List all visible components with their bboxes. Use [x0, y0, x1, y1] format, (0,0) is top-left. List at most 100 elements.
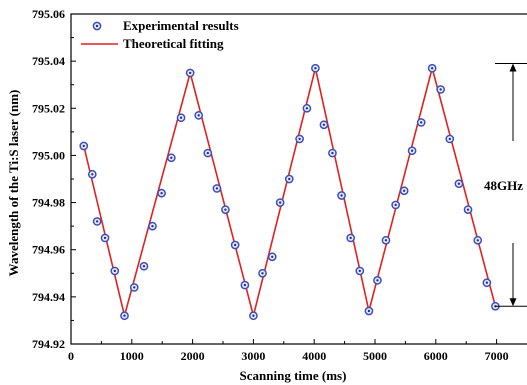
- data-point-center: [113, 269, 116, 273]
- y-tick-label: 794.98: [32, 196, 65, 210]
- data-point-center: [188, 71, 192, 75]
- annotation-arrow-up: [509, 63, 517, 72]
- data-point: [249, 311, 258, 321]
- data-point: [120, 311, 129, 321]
- data-point: [302, 103, 312, 113]
- x-tick-label: 3000: [241, 349, 265, 363]
- x-tick-label: 5000: [363, 349, 387, 363]
- data-point-center: [322, 123, 326, 126]
- data-point: [473, 235, 483, 245]
- x-tick-label: 0: [68, 349, 74, 363]
- data-point: [482, 278, 492, 288]
- data-point: [346, 233, 356, 243]
- y-tick-label: 795.06: [32, 7, 65, 21]
- data-point: [416, 118, 426, 127]
- data-point-center: [160, 191, 163, 195]
- data-point: [436, 85, 446, 94]
- data-point: [399, 186, 409, 196]
- data-point: [275, 198, 285, 207]
- data-point: [212, 184, 222, 193]
- data-point: [194, 111, 204, 120]
- legend: Experimental results Theoretical fitting: [81, 18, 239, 51]
- legend-label-theoretical: Theoretical fitting: [123, 36, 224, 51]
- data-point-center: [170, 156, 173, 159]
- x-axis-label: Scanning time (ms): [240, 368, 347, 383]
- data-point: [407, 146, 417, 156]
- data-point: [166, 153, 176, 163]
- data-point: [185, 68, 195, 78]
- data-point-center: [261, 272, 264, 275]
- data-point: [203, 148, 213, 158]
- data-point-center: [197, 114, 200, 117]
- data-point: [100, 233, 110, 243]
- plot-area: [79, 63, 500, 321]
- annotation-label: 48GHz: [484, 178, 523, 193]
- data-point: [319, 120, 329, 130]
- y-axis-label: Wavelength of the Ti:S laser (nm): [6, 90, 21, 277]
- data-point-center: [95, 220, 99, 223]
- data-point: [364, 306, 374, 316]
- data-point-center: [410, 149, 414, 152]
- y-tick-label: 795.02: [32, 101, 65, 115]
- data-point: [445, 134, 455, 144]
- data-point: [328, 148, 337, 158]
- data-point-center: [91, 173, 94, 176]
- data-point-center: [82, 144, 85, 148]
- data-point-center: [133, 286, 136, 289]
- data-point-center: [271, 255, 274, 258]
- annotation: [495, 63, 527, 307]
- data-point-center: [376, 279, 379, 282]
- data-point: [258, 268, 267, 278]
- data-point: [463, 205, 473, 214]
- data-point: [110, 266, 120, 276]
- y-tick-label: 795.04: [32, 54, 65, 68]
- data-point-center: [439, 88, 442, 91]
- data-point-center: [151, 224, 154, 228]
- x-tick-label: 2000: [181, 349, 205, 363]
- data-point-center: [485, 281, 489, 284]
- data-point-center: [288, 177, 291, 181]
- data-point-center: [394, 203, 397, 207]
- y-tick-label: 795.00: [32, 148, 65, 162]
- data-point-center: [206, 151, 209, 155]
- data-point: [176, 113, 186, 123]
- data-point: [373, 276, 382, 285]
- x-tick-label: 4000: [302, 349, 326, 363]
- data-point: [92, 217, 102, 226]
- data-point: [295, 134, 304, 144]
- data-point: [87, 169, 97, 179]
- data-point: [391, 200, 401, 210]
- data-point: [157, 188, 166, 198]
- tick-labels: 0 1000 2000 3000 4000 5000 6000 7000 794.92 794.9…: [32, 7, 509, 363]
- data-point-center: [349, 236, 352, 240]
- data-point-center: [224, 208, 227, 211]
- data-point-center: [179, 116, 183, 119]
- data-point: [230, 240, 240, 250]
- data-point-center: [305, 107, 309, 110]
- data-point-center: [215, 187, 219, 190]
- data-point: [454, 179, 464, 189]
- data-point: [221, 205, 230, 214]
- fit-line: [83, 65, 497, 316]
- data-point: [311, 63, 320, 73]
- data-point-center: [340, 194, 343, 197]
- data-point: [139, 261, 149, 271]
- data-point: [355, 266, 365, 276]
- data-point-center: [243, 283, 247, 287]
- data-point-center: [233, 243, 237, 247]
- data-point-center: [278, 201, 282, 204]
- y-tick-label: 794.96: [32, 243, 65, 257]
- data-point-center: [252, 314, 255, 317]
- y-tick-label: 794.94: [32, 290, 65, 304]
- data-point-center: [448, 137, 451, 141]
- data-point-center: [142, 265, 146, 268]
- data-point-center: [298, 137, 301, 141]
- data-point-center: [466, 208, 470, 211]
- data-point-center: [430, 67, 434, 70]
- data-point: [79, 141, 89, 151]
- data-point-center: [314, 67, 317, 70]
- data-point-center: [420, 121, 423, 124]
- y-tick-label: 794.92: [32, 337, 65, 351]
- data-point-center: [384, 239, 388, 242]
